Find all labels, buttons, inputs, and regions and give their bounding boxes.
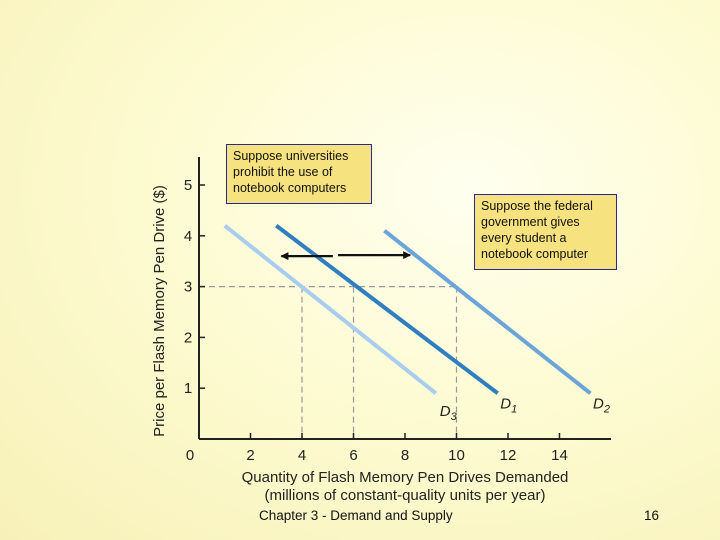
curve-label-d2: D2 (593, 396, 610, 416)
y-tick-label: 4 (184, 228, 192, 245)
x-tick-label: 2 (246, 447, 254, 464)
footer-chapter-title: Chapter 3 - Demand and Supply (259, 508, 453, 523)
curve-label-subscript: 3 (451, 411, 458, 423)
curve-label-letter: D (440, 403, 451, 420)
origin-label: 0 (186, 447, 194, 464)
demand-curve-d3 (223, 224, 438, 395)
x-tick-label: 14 (551, 447, 568, 464)
curve-label-d3: D3 (440, 403, 458, 423)
y-tick-label: 5 (184, 177, 192, 194)
x-tick-label: 8 (401, 447, 409, 464)
x-tick-label: 4 (298, 447, 306, 464)
demand-curves (223, 224, 592, 395)
demand-curve-d2 (383, 229, 592, 395)
shift-arrows (280, 251, 412, 261)
x-axis-title-line1: Quantity of Flash Memory Pen Drives Dema… (242, 469, 569, 486)
demand-curve-d1 (275, 224, 499, 395)
callout-government-gives: Suppose the federal government gives eve… (474, 194, 617, 270)
x-tick-label: 12 (500, 447, 517, 464)
y-tick-label: 3 (184, 279, 192, 296)
y-axis-title: Price per Flash Memory Pen Drive ($) (151, 185, 168, 437)
x-tick-label: 10 (448, 447, 465, 464)
footer-page-number: 16 (644, 508, 660, 523)
curve-label-letter: D (500, 396, 511, 413)
curve-label-subscript: 1 (511, 404, 517, 416)
x-tick-label: 6 (349, 447, 357, 464)
curve-label-subscript: 2 (603, 404, 610, 416)
curve-label-letter: D (593, 396, 604, 413)
y-tick-label: 2 (184, 329, 192, 346)
y-tick-label: 1 (184, 380, 192, 397)
curve-label-d1: D1 (500, 396, 517, 416)
reference-lines (199, 286, 458, 439)
x-axis-title-line2: (millions of constant-quality units per … (265, 487, 546, 504)
callout-universities-prohibit: Suppose universities prohibit the use of… (226, 144, 372, 204)
